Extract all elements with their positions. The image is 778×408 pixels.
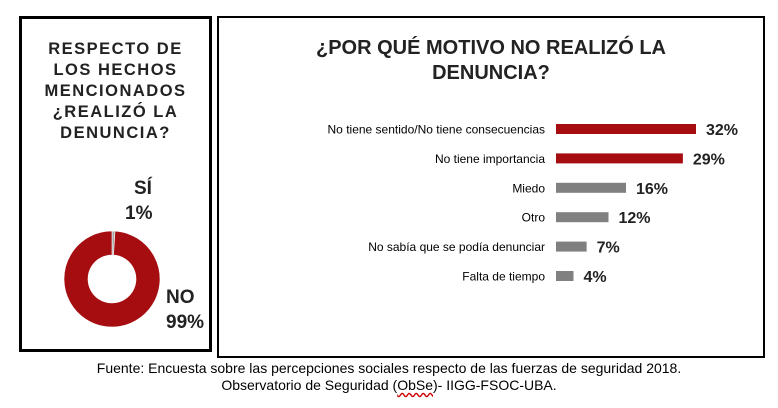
reasons-bar-chart: No tiene sentido/No tiene consecuencias 3… bbox=[328, 122, 739, 286]
left-title-line: DENUNCIA? bbox=[60, 124, 171, 142]
bar bbox=[556, 271, 574, 281]
right-title-line: ¿POR QUÉ MOTIVO NO REALIZÓ LA bbox=[316, 37, 666, 59]
source-line-2-end: )- IIGG-FSOC-UBA. bbox=[433, 377, 557, 393]
bar-value-label: 16% bbox=[636, 181, 668, 198]
bar-value-label: 12% bbox=[619, 210, 651, 227]
left-panel-title: RESPECTO DE LOS HECHOS MENCIONADOS ¿REAL… bbox=[22, 39, 209, 144]
left-title-line: RESPECTO DE bbox=[48, 40, 183, 58]
bar bbox=[556, 153, 683, 164]
source-line-2: Observatorio de Seguridad (ObSe)- IIGG-F… bbox=[0, 377, 778, 394]
source-abbreviation: ObSe bbox=[397, 377, 433, 393]
donut-label-si: SÍ bbox=[134, 178, 152, 199]
donut-value-si: 1% bbox=[125, 203, 153, 224]
donut-slice-no bbox=[63, 230, 161, 328]
donut-label-no: NO bbox=[166, 287, 195, 308]
bar bbox=[556, 182, 626, 193]
bar-value-label: 32% bbox=[706, 122, 738, 139]
source-line-2-start: Observatorio de Seguridad ( bbox=[221, 377, 398, 393]
left-panel: RESPECTO DE LOS HECHOS MENCIONADOS ¿REAL… bbox=[19, 16, 212, 352]
bar-category-label: Miedo bbox=[512, 181, 545, 195]
source-line-1: Fuente: Encuesta sobre las percepciones … bbox=[96, 360, 682, 376]
right-title-line: DENUNCIA? bbox=[432, 62, 550, 84]
bar-category-label: No tiene sentido/No tiene consecuencias bbox=[328, 123, 545, 137]
left-title-line: MENCIONADOS bbox=[44, 82, 187, 100]
bar-category-label: No sabía que se podía denunciar bbox=[368, 240, 545, 254]
right-panel: ¿POR QUÉ MOTIVO NO REALIZÓ LA DENUNCIA? … bbox=[217, 16, 765, 358]
bar-category-label: Falta de tiempo bbox=[462, 270, 545, 284]
source-note: Fuente: Encuesta sobre las percepciones … bbox=[0, 360, 778, 394]
bar bbox=[556, 241, 587, 252]
donut-value-no: 99% bbox=[166, 312, 205, 333]
right-panel-title: ¿POR QUÉ MOTIVO NO REALIZÓ LA DENUNCIA? bbox=[219, 36, 763, 86]
donut-chart bbox=[63, 230, 161, 328]
bar-category-label: Otro bbox=[522, 211, 546, 225]
bar-category-label: No tiene importancia bbox=[435, 152, 545, 166]
bar bbox=[556, 124, 696, 134]
bar-value-label: 7% bbox=[597, 240, 620, 257]
bar bbox=[556, 212, 609, 223]
bar-value-label: 29% bbox=[693, 151, 725, 168]
left-title-line: LOS HECHOS bbox=[53, 61, 178, 79]
bar-value-label: 4% bbox=[584, 269, 607, 286]
left-title-line: ¿REALIZÓ LA bbox=[52, 103, 179, 121]
